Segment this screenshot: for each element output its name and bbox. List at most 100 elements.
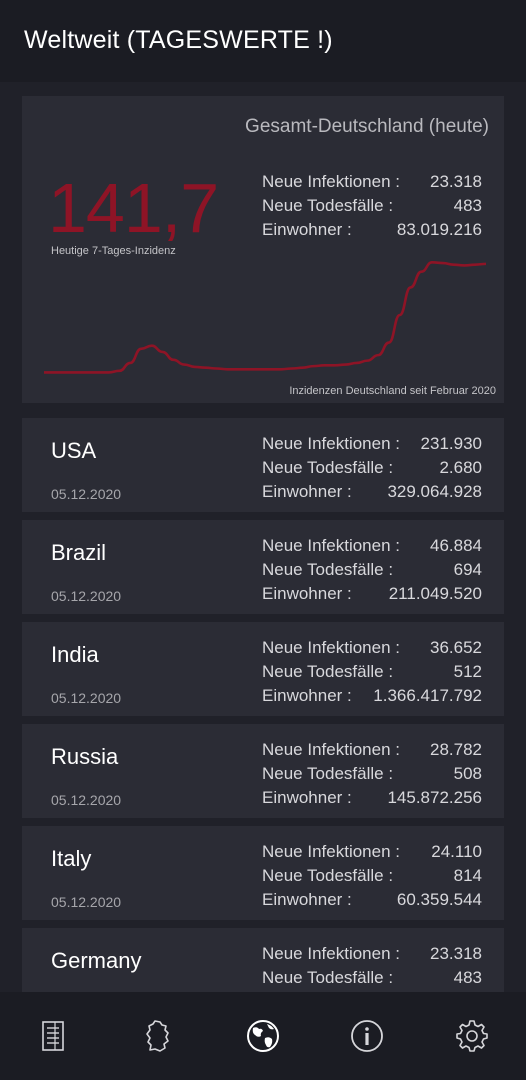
incidence-line-chart xyxy=(44,260,487,374)
stat-label: Neue Infektionen : xyxy=(262,842,400,861)
stat-value: 24.110 xyxy=(431,842,482,861)
stat-row-deaths: Neue Todesfälle : 814 xyxy=(262,866,482,890)
country-name: Germany xyxy=(51,948,142,973)
stat-label: Neue Todesfälle : xyxy=(262,560,394,579)
country-card-usa[interactable]: USA 05.12.2020 Neue Infektionen : 231.93… xyxy=(22,418,504,512)
stat-value: 23.318 xyxy=(430,172,482,191)
stat-row-infections: Neue Infektionen : 28.782 xyxy=(262,740,482,764)
country-name: Russia xyxy=(51,744,119,769)
summary-stats: Neue Infektionen : 23.318 Neue Todesfäll… xyxy=(262,172,482,244)
stat-row-population: Einwohner : 211.049.520 xyxy=(262,584,482,608)
stat-row-infections: Neue Infektionen : 231.930 xyxy=(262,434,482,458)
stat-row-deaths: Neue Todesfälle : 694 xyxy=(262,560,482,584)
stat-label: Neue Todesfälle : xyxy=(262,196,394,215)
stat-label: Einwohner : xyxy=(262,890,352,909)
stat-row-infections: Neue Infektionen : 46.884 xyxy=(262,536,482,560)
stat-label: Einwohner : xyxy=(262,220,352,239)
stat-label: Neue Infektionen : xyxy=(262,536,400,555)
stat-row-population: Einwohner : 145.872.256 xyxy=(262,788,482,812)
stat-value: 36.652 xyxy=(430,638,482,657)
stat-label: Neue Infektionen : xyxy=(262,434,400,453)
stat-label: Einwohner : xyxy=(262,788,352,807)
incidence-value: 141,7 xyxy=(48,169,219,247)
info-icon xyxy=(351,1020,383,1052)
country-name: USA xyxy=(51,438,97,463)
stat-row-infections: Neue Infektionen : 23.318 xyxy=(262,944,482,968)
country-stats: Neue Infektionen : 23.318 Neue Todesfäll… xyxy=(262,944,482,992)
nav-item-germany[interactable] xyxy=(136,1014,180,1058)
stat-row-population: Einwohner : 83.019.216 xyxy=(262,220,482,244)
stat-label: Neue Infektionen : xyxy=(262,172,400,191)
stat-value: 28.782 xyxy=(430,740,482,759)
incidence-series-line xyxy=(44,260,487,374)
stat-row-deaths: Neue Todesfälle : 483 xyxy=(262,196,482,220)
stat-label: Neue Todesfälle : xyxy=(262,866,394,885)
stat-label: Neue Todesfälle : xyxy=(262,764,394,783)
country-date: 05.12.2020 xyxy=(51,792,122,808)
stat-row-deaths: Neue Todesfälle : 2.680 xyxy=(262,458,482,482)
stat-row-population: Einwohner : 60.359.544 xyxy=(262,890,482,914)
stat-value: 2.680 xyxy=(439,458,482,477)
stat-value: 329.064.928 xyxy=(387,482,482,501)
globe-icon xyxy=(247,1020,279,1052)
stat-value: 483 xyxy=(453,968,482,987)
stat-label: Neue Todesfälle : xyxy=(262,662,394,681)
country-date: 05.12.2020 xyxy=(51,894,122,910)
stat-row-deaths: Neue Todesfälle : 483 xyxy=(262,968,482,992)
stat-value: 694 xyxy=(453,560,482,579)
country-card-italy[interactable]: Italy 05.12.2020 Neue Infektionen : 24.1… xyxy=(22,826,504,920)
country-stats: Neue Infektionen : 231.930 Neue Todesfäl… xyxy=(262,434,482,506)
stat-row-population: Einwohner : 329.064.928 xyxy=(262,482,482,506)
stat-label: Neue Infektionen : xyxy=(262,944,400,963)
nav-item-world[interactable] xyxy=(241,1014,285,1058)
stat-label: Neue Infektionen : xyxy=(262,740,400,759)
country-name: Brazil xyxy=(51,540,107,565)
country-name: Italy xyxy=(51,846,92,871)
app-bar: Weltweit (TAGESWERTE !) xyxy=(0,0,526,82)
country-date: 05.12.2020 xyxy=(51,588,122,604)
stat-value: 211.049.520 xyxy=(388,584,482,603)
stat-row-infections: Neue Infektionen : 24.110 xyxy=(262,842,482,866)
stat-value: 512 xyxy=(453,662,482,681)
stat-value: 814 xyxy=(453,866,482,885)
country-card-russia[interactable]: Russia 05.12.2020 Neue Infektionen : 28.… xyxy=(22,724,504,818)
country-card-india[interactable]: India 05.12.2020 Neue Infektionen : 36.6… xyxy=(22,622,504,716)
stat-label: Einwohner : xyxy=(262,482,352,501)
country-card-germany[interactable]: Germany Neue Infektionen : 23.318 Neue T… xyxy=(22,928,504,992)
stat-label: Neue Todesfälle : xyxy=(262,968,394,987)
content-list[interactable]: Gesamt-Deutschland (heute) 141,7 Heutige… xyxy=(0,82,526,992)
stat-row-deaths: Neue Todesfälle : 512 xyxy=(262,662,482,686)
stat-value: 145.872.256 xyxy=(387,788,482,807)
stat-row-deaths: Neue Todesfälle : 508 xyxy=(262,764,482,788)
country-card-brazil[interactable]: Brazil 05.12.2020 Neue Infektionen : 46.… xyxy=(22,520,504,614)
stat-value: 231.930 xyxy=(420,434,482,453)
stat-row-infections: Neue Infektionen : 23.318 xyxy=(262,172,482,196)
stat-label: Einwohner : xyxy=(262,584,352,603)
stat-row-population: Einwohner : 1.366.417.792 xyxy=(262,686,482,710)
stat-label: Neue Todesfälle : xyxy=(262,458,394,477)
stat-value: 508 xyxy=(453,764,482,783)
stat-value: 483 xyxy=(453,196,482,215)
country-date: 05.12.2020 xyxy=(51,690,122,706)
chart-caption: Inzidenzen Deutschland seit Februar 2020 xyxy=(289,385,496,397)
country-stats: Neue Infektionen : 28.782 Neue Todesfäll… xyxy=(262,740,482,812)
stat-label: Einwohner : xyxy=(262,686,352,705)
germany-map-icon xyxy=(146,1020,169,1052)
country-stats: Neue Infektionen : 36.652 Neue Todesfäll… xyxy=(262,638,482,710)
summary-heading: Gesamt-Deutschland (heute) xyxy=(245,116,489,137)
stat-value: 23.318 xyxy=(430,944,482,963)
stat-value: 83.019.216 xyxy=(396,220,482,239)
page-title: Weltweit (TAGESWERTE !) xyxy=(24,26,333,54)
stat-row-infections: Neue Infektionen : 36.652 xyxy=(262,638,482,662)
nav-item-settings[interactable] xyxy=(450,1014,494,1058)
incidence-label: Heutige 7-Tages-Inzidenz xyxy=(51,245,176,257)
gear-icon xyxy=(456,1020,488,1052)
country-date: 05.12.2020 xyxy=(51,486,122,502)
country-name: India xyxy=(51,642,99,667)
nav-item-info[interactable] xyxy=(345,1014,389,1058)
germany-summary-card[interactable]: Gesamt-Deutschland (heute) 141,7 Heutige… xyxy=(22,96,504,403)
bottom-navigation xyxy=(0,992,526,1080)
stat-value: 46.884 xyxy=(430,536,482,555)
nav-item-list[interactable] xyxy=(31,1014,75,1058)
stat-value: 1.366.417.792 xyxy=(373,686,482,705)
